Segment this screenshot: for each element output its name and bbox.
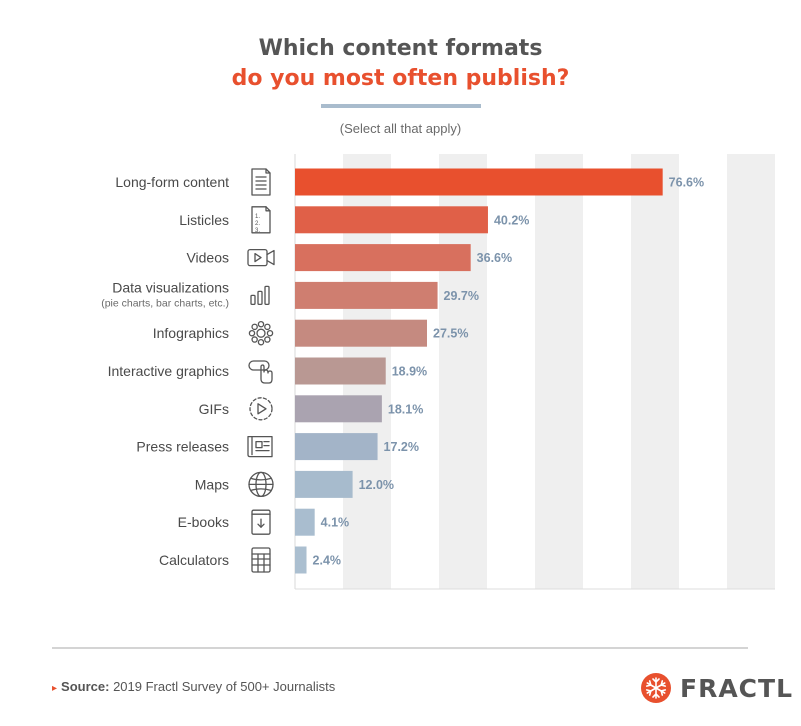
title-line-2: do you most often publish? [231,66,570,91]
bar-chart-icon [250,285,270,306]
category-label: Maps [195,476,229,492]
category-label: Data visualizations [112,279,229,295]
hand-pointer-icon [248,360,273,384]
grid-band [727,154,775,589]
category-label: Infographics [153,325,229,341]
bar-value-label: 76.6% [669,176,704,190]
source-label: Source: [61,679,110,694]
category-sublabel: (pie charts, bar charts, etc.) [101,297,229,309]
chart-subtitle: (Select all that apply) [339,121,462,136]
bar-press-releases [295,433,378,461]
bar-interactive-graphics [295,357,386,385]
bar-value-label: 36.6% [477,251,512,265]
title-underline [321,104,481,108]
bar-value-label: 17.2% [384,440,419,454]
logo-text: FRACTL [680,673,794,703]
grid-band [535,154,583,589]
document-icon [251,168,271,196]
category-label: E-books [178,514,229,530]
bar-infographics [295,319,427,347]
bar-e-books [295,508,315,536]
play-circle-icon [249,397,273,421]
bar-calculators [295,546,307,574]
category-label: Long-form content [115,174,229,190]
bar-value-label: 27.5% [433,327,468,341]
bar-maps [295,470,353,498]
grid-band [631,154,679,589]
calculator-icon [251,547,271,573]
fractl-logo: FRACTL [640,672,793,704]
infographic-icon [248,320,274,346]
bar-value-label: 18.1% [388,402,423,416]
video-camera-icon [247,248,275,267]
globe-icon [248,471,274,498]
bar-value-label: 18.9% [392,365,427,379]
bar-value-label: 4.1% [321,516,350,530]
bar-data-visualizations [295,281,438,309]
bar-listicles [295,206,488,234]
ebook-icon [251,509,271,535]
bar-value-label: 12.0% [359,478,394,492]
category-label: Listicles [179,212,229,228]
category-label: Press releases [136,439,229,455]
category-label: Calculators [159,552,229,568]
category-label: GIFs [199,401,229,417]
bar-value-label: 2.4% [313,554,342,568]
bar-gifs [295,395,382,423]
source-arrow-icon: ▸ [52,683,58,694]
source-text: 2019 Fractl Survey of 500+ Journalists [113,679,336,694]
category-label: Videos [186,250,229,266]
category-label: Interactive graphics [108,363,229,379]
numbered-list-icon: 1.2.3. [251,206,271,234]
bar-value-label: 29.7% [444,289,479,303]
svg-text:3.: 3. [255,228,260,234]
bar-long-form-content [295,168,663,196]
svg-text:1.: 1. [255,214,260,220]
source-note: ▸ Source: 2019 Fractl Survey of 500+ Jour… [52,679,335,694]
bar-value-label: 40.2% [494,213,529,227]
newspaper-icon [247,435,273,458]
title-line-1: Which content formats [258,36,543,61]
svg-text:2.: 2. [255,221,260,227]
bar-videos [295,244,471,272]
footer-divider [52,647,748,649]
snowflake-logo-icon [641,673,671,703]
